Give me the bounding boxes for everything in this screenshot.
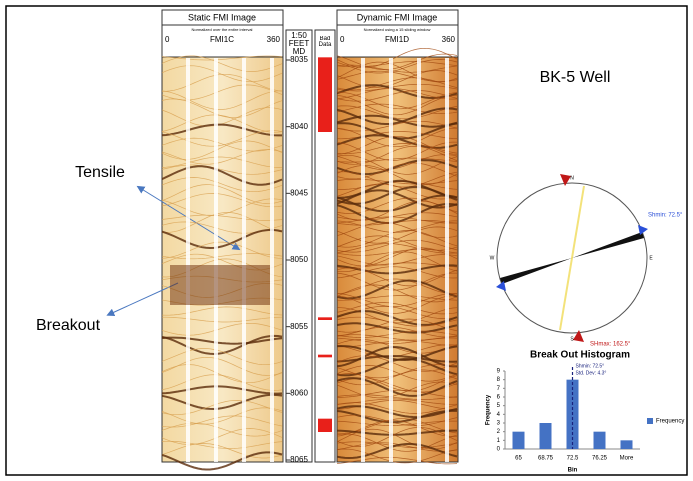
depth-label: 8055: [290, 322, 308, 331]
y-tick-label: 0: [497, 447, 501, 453]
track-title: Static FMI Image: [188, 12, 256, 22]
scale-max: 360: [442, 35, 456, 44]
y-tick-label: 7: [497, 386, 501, 392]
y-tick-label: 9: [497, 369, 501, 375]
y-tick-label: 3: [497, 421, 501, 427]
track-note: Normalized using a 15 sliding window: [364, 27, 431, 32]
depth-label: 8060: [290, 388, 308, 397]
curve-name: FMI1C: [210, 35, 234, 44]
x-tick-label: 72.5: [567, 456, 579, 462]
rose-diagram: N E S W Shmin: 72.5° SHmax: 162.5°: [490, 174, 683, 348]
legend-label: Frequency: [656, 419, 684, 425]
annotation: Shmin: 72.5°: [576, 363, 605, 369]
depth-label: 8050: [290, 255, 308, 264]
tensile-label: Tensile: [75, 164, 125, 181]
bad-data-interval: [318, 355, 332, 358]
x-tick-label: 76.25: [592, 456, 608, 462]
y-tick-label: 4: [497, 412, 501, 418]
pad-gap: [389, 58, 393, 462]
breakout-label: Breakout: [36, 317, 101, 334]
chart-title: Break Out Histogram: [530, 350, 630, 361]
curve-name: FMI1D: [385, 35, 409, 44]
scale-min: 0: [165, 35, 170, 44]
annotation: Std. Dev: 4.3°: [576, 370, 607, 376]
shmin-label: Shmin: 72.5°: [648, 213, 683, 219]
breakout-zone: [170, 265, 270, 305]
compass-e: E: [649, 255, 653, 261]
bad-data-title-box: Bad Data: [315, 36, 335, 56]
compass-w: W: [490, 255, 495, 261]
y-tick-label: 2: [497, 429, 501, 435]
bad-data-interval: [318, 419, 332, 432]
pad-gap: [242, 58, 246, 462]
shmax-label: SHmax: 162.5°: [590, 342, 631, 348]
bad-data-interval: [318, 317, 332, 320]
x-tick-label: 65: [515, 456, 522, 462]
well-title: BK-5 Well: [540, 69, 611, 86]
track-note: Normalized over the entire interval: [192, 27, 253, 32]
screenshot: Static FMI Image Normalized over the ent…: [0, 0, 693, 481]
pad-gap: [361, 58, 365, 462]
y-tick-label: 8: [497, 377, 501, 383]
pad-gap: [417, 58, 421, 462]
scale-min: 0: [340, 35, 345, 44]
bar: [594, 432, 606, 449]
pad-gap: [186, 58, 190, 462]
y-axis-label: Frequency: [486, 394, 492, 425]
track-title: Dynamic FMI Image: [357, 12, 438, 22]
compass-n: N: [570, 175, 574, 181]
x-tick-label: More: [620, 456, 634, 462]
bar: [513, 432, 525, 449]
bar: [621, 440, 633, 449]
x-tick-label: 68.75: [538, 456, 554, 462]
y-tick-label: 1: [497, 438, 501, 444]
pad-gap: [270, 58, 274, 462]
depth-label: 8035: [290, 55, 308, 64]
y-tick-label: 6: [497, 395, 501, 401]
legend-swatch: [647, 418, 653, 424]
bar: [540, 423, 552, 449]
scale-max: 360: [267, 35, 281, 44]
static-image: [162, 10, 283, 462]
y-tick-label: 5: [497, 403, 501, 409]
depth-label: 8065: [290, 455, 308, 464]
bad-data-title: Bad Data: [315, 36, 335, 48]
depth-label: 8045: [290, 188, 308, 197]
x-axis-label: Bin: [568, 468, 578, 474]
depth-label: 8040: [290, 122, 308, 131]
pad-gap: [445, 58, 449, 462]
pad-gap: [214, 58, 218, 462]
bad-data-interval: [318, 57, 332, 132]
